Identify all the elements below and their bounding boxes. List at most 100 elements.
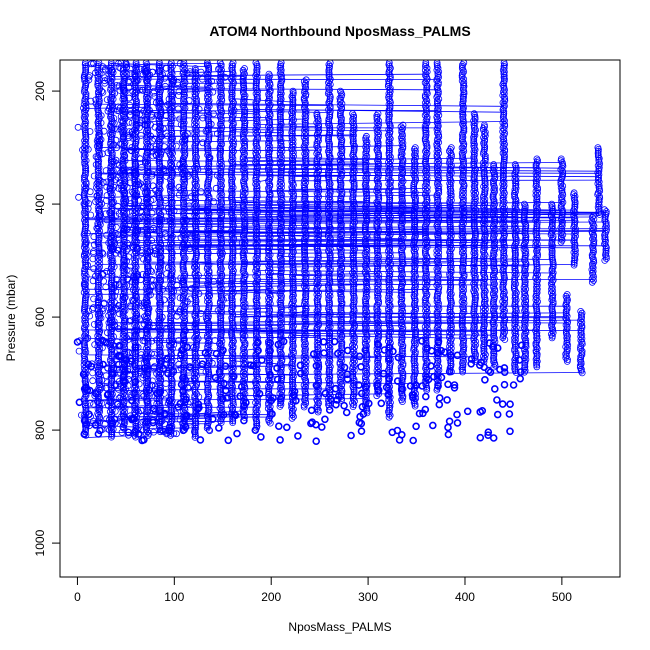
- data-point: [289, 107, 297, 115]
- data-point: [181, 99, 189, 106]
- data-point: [168, 417, 176, 425]
- data-point: [266, 336, 274, 344]
- data-point: [191, 350, 199, 358]
- data-point: [155, 180, 163, 188]
- data-point: [142, 128, 150, 135]
- data-point: [192, 309, 200, 317]
- data-point: [230, 234, 237, 242]
- data-point: [142, 279, 150, 287]
- data-point: [193, 182, 201, 190]
- data-point: [252, 296, 260, 304]
- data-point: [205, 84, 213, 92]
- data-point: [326, 81, 334, 88]
- data-point: [218, 303, 226, 311]
- data-point: [278, 383, 285, 390]
- data-point: [119, 240, 127, 248]
- data-point: [216, 93, 224, 101]
- data-point: [326, 60, 334, 67]
- data-point: [205, 276, 213, 284]
- data-point: [168, 269, 176, 277]
- data-point: [228, 341, 236, 349]
- data-point: [228, 185, 236, 193]
- data-point: [325, 84, 333, 92]
- data-point: [205, 267, 213, 275]
- data-point: [276, 182, 284, 190]
- data-point: [288, 404, 296, 411]
- data-point: [241, 175, 249, 183]
- data-point: [144, 314, 152, 322]
- data-point: [94, 261, 102, 269]
- data-point: [229, 142, 237, 150]
- data-point: [266, 110, 274, 118]
- data-point: [81, 75, 88, 83]
- data-point: [228, 381, 235, 389]
- data-point: [302, 110, 310, 118]
- data-point: [266, 180, 274, 188]
- data-point: [131, 251, 139, 258]
- data-point: [252, 176, 260, 184]
- data-point: [252, 303, 260, 311]
- data-point: [241, 189, 249, 197]
- data-point: [203, 265, 211, 273]
- data-point: [204, 386, 212, 394]
- data-point: [289, 181, 297, 189]
- data-point: [239, 191, 247, 199]
- data-point: [254, 397, 262, 405]
- data-point: [229, 73, 237, 81]
- data-point: [216, 60, 224, 67]
- data-point: [228, 379, 236, 387]
- data-point: [300, 94, 308, 102]
- data-point: [191, 289, 199, 297]
- data-point: [254, 147, 262, 155]
- data-point: [132, 124, 140, 132]
- data-point: [228, 176, 236, 184]
- data-point: [80, 325, 88, 333]
- data-point: [157, 272, 165, 280]
- data-point: [276, 146, 284, 154]
- data-point: [276, 178, 284, 186]
- data-point: [156, 178, 164, 186]
- data-point: [326, 111, 334, 119]
- data-point: [266, 265, 274, 273]
- data-point: [142, 430, 150, 437]
- data-point: [218, 285, 226, 293]
- data-point: [81, 303, 88, 311]
- data-point: [302, 148, 310, 156]
- data-point: [240, 177, 248, 185]
- data-point: [264, 267, 272, 275]
- data-point: [266, 182, 274, 190]
- data-point: [314, 162, 322, 170]
- data-point: [253, 119, 261, 126]
- data-point: [108, 354, 116, 361]
- data-point: [229, 401, 237, 409]
- data-point: [193, 153, 200, 161]
- data-point: [252, 272, 260, 280]
- data-point: [254, 276, 262, 284]
- data-marks: [73, 60, 610, 446]
- data-point: [289, 373, 297, 381]
- data-point: [290, 297, 298, 305]
- data-point: [253, 402, 261, 410]
- data-point: [253, 251, 261, 258]
- data-point: [167, 61, 175, 68]
- data-point: [288, 304, 296, 312]
- data-point: [266, 251, 274, 259]
- data-point: [302, 322, 310, 330]
- data-point: [277, 153, 285, 161]
- data-point: [108, 149, 116, 157]
- data-point: [265, 350, 273, 358]
- data-point: [121, 115, 129, 123]
- data-point: [276, 64, 284, 72]
- data-point: [82, 404, 90, 412]
- data-point: [142, 345, 150, 352]
- data-point: [167, 307, 174, 314]
- data-point: [253, 294, 261, 302]
- data-point: [290, 192, 297, 200]
- data-point: [142, 138, 150, 146]
- data-point: [192, 128, 200, 136]
- data-point: [266, 278, 274, 286]
- data-point: [107, 184, 115, 192]
- data-point: [289, 136, 297, 144]
- data-point: [82, 146, 90, 154]
- data-point: [277, 184, 285, 192]
